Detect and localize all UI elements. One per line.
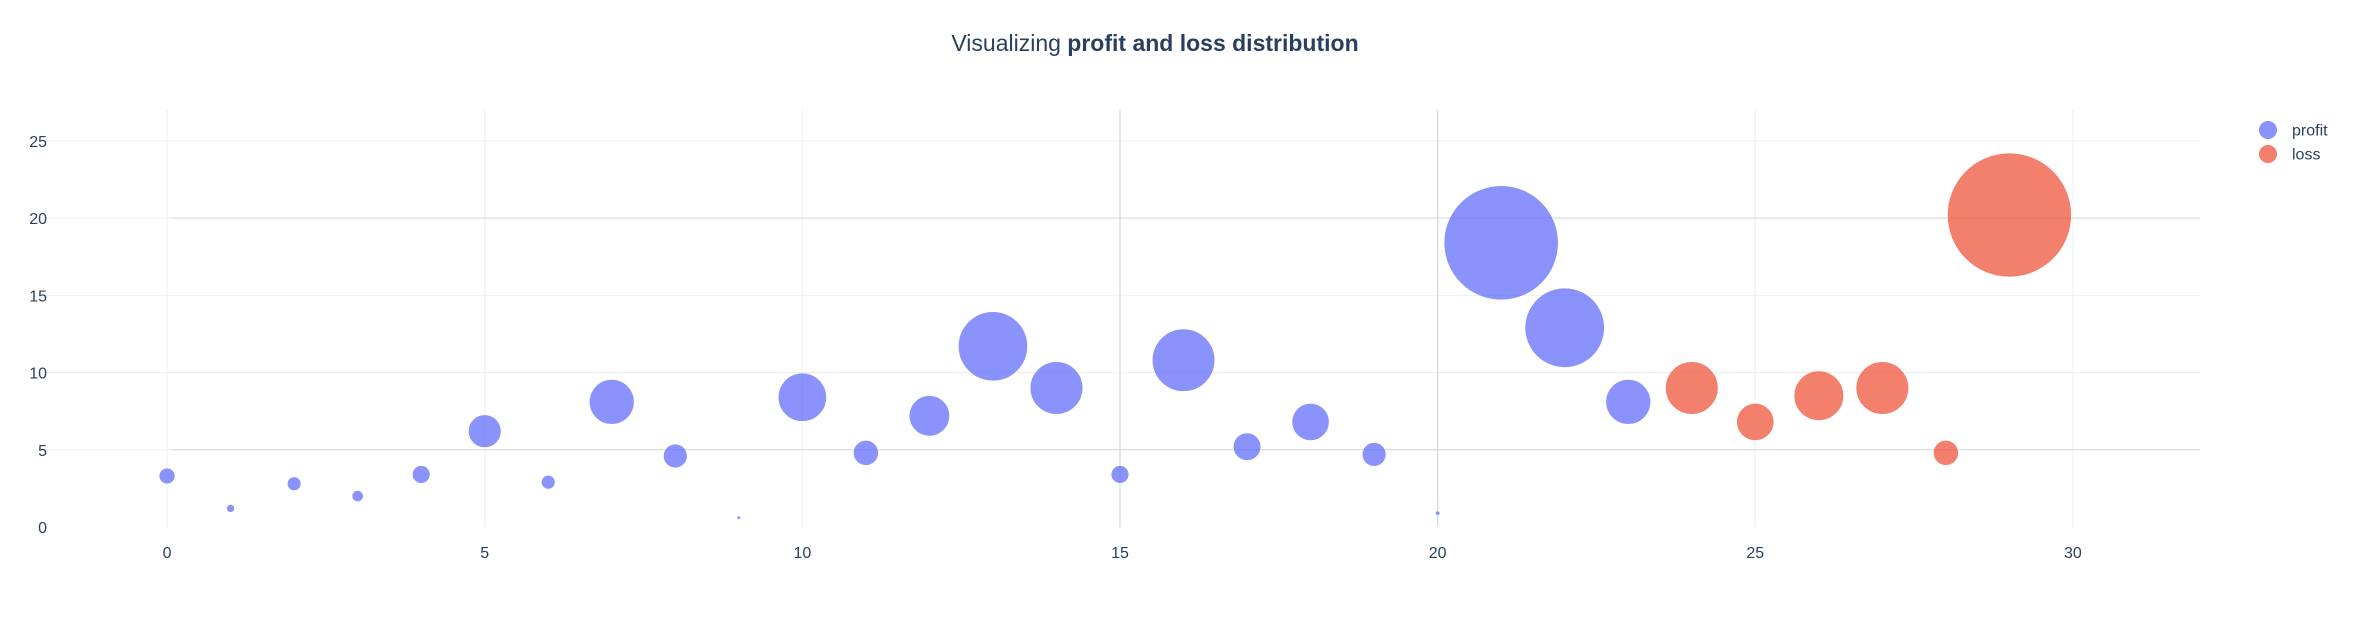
x-tick-label: 15: [1111, 545, 1129, 562]
x-tick-label: 10: [793, 545, 811, 562]
profit-bubble: [663, 443, 688, 469]
chart-title-prefix: Visualizing: [951, 30, 1068, 56]
loss-bubble: [1793, 370, 1844, 421]
profit-bubble: [1151, 328, 1216, 392]
profit-bubble: [958, 311, 1028, 382]
chart-title-bold: profit and loss distribution: [1067, 30, 1359, 56]
profit-bubble: [1361, 442, 1387, 467]
profit-bubble: [1291, 403, 1330, 441]
y-tick-label: 15: [29, 288, 47, 305]
profit-bubble: [1029, 361, 1084, 415]
profit-bubble: [412, 465, 431, 484]
loss-bubble: [1665, 361, 1719, 415]
profit-bubble: [1443, 185, 1559, 301]
x-tick-label: 0: [163, 545, 172, 562]
profit-bubble: [777, 372, 827, 422]
legend[interactable]: profit loss: [2259, 121, 2328, 164]
profit-bubble: [736, 515, 741, 520]
legend-item-loss[interactable]: loss: [2259, 145, 2320, 164]
legend-label-loss: loss: [2292, 147, 2320, 164]
profit-bubble: [1524, 287, 1605, 368]
y-tick-label: 0: [38, 520, 47, 537]
y-tick-label: 5: [38, 443, 47, 460]
grid-layer: [40, 110, 2200, 527]
profit-bubble: [853, 440, 879, 466]
profit-bubble: [1605, 379, 1651, 425]
x-tick-label: 25: [1746, 545, 1764, 562]
legend-item-profit[interactable]: profit: [2259, 121, 2328, 140]
y-tick-label: 25: [29, 134, 47, 151]
profit-bubble: [158, 467, 176, 485]
profit-bubble: [1435, 510, 1441, 516]
y-tick-label: 20: [29, 211, 47, 228]
profit-bubble: [589, 379, 635, 425]
profit-bubble: [351, 490, 364, 503]
loss-bubble: [1933, 440, 1959, 466]
x-tick-label: 30: [2064, 545, 2082, 562]
legend-marker-loss: [2259, 145, 2277, 163]
profit-bubble: [908, 395, 950, 437]
y-tick-label: 10: [29, 366, 47, 383]
chart-title: Visualizing profit and loss distribution: [0, 30, 2310, 57]
loss-bubble: [1855, 361, 1909, 415]
loss-bubble: [1947, 152, 2072, 278]
legend-label-profit: profit: [2292, 123, 2328, 140]
x-tick-label: 20: [1429, 545, 1447, 562]
profit-bubble: [1233, 432, 1262, 461]
profit-bubble: [226, 504, 235, 513]
marks-layer: [158, 152, 2072, 520]
profit-bubble: [541, 475, 556, 490]
axis-layer: 0 5 10 15 20 25 0 5 10 15 20 25 30: [29, 134, 2082, 562]
profit-bubble: [468, 414, 502, 448]
loss-bubble: [1736, 403, 1775, 441]
profit-bubble: [286, 476, 302, 491]
legend-marker-profit: [2259, 121, 2277, 139]
profit-bubble: [1110, 465, 1130, 484]
x-tick-label: 5: [480, 545, 489, 562]
